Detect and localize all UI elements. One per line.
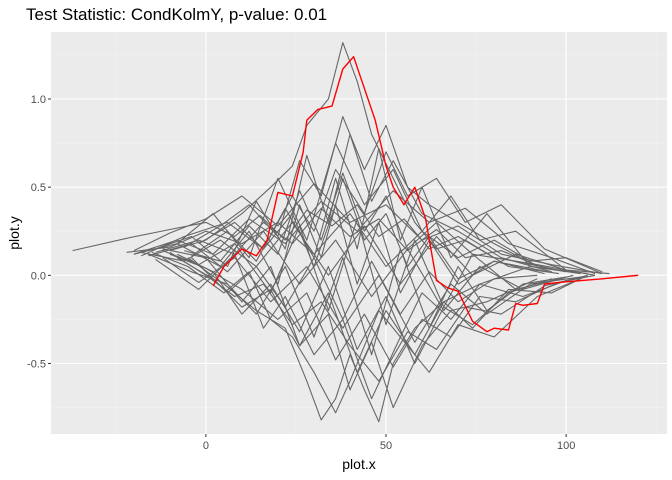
permutation-series-line: [162, 248, 588, 373]
permutation-series-line: [184, 116, 538, 267]
y-tick-label: 0.0: [31, 270, 46, 282]
permutation-series-line: [191, 257, 538, 320]
permutation-series-line: [155, 207, 588, 275]
permutation-series-line: [151, 251, 567, 414]
x-axis: 0 50 100: [203, 434, 575, 452]
x-tick-label: 0: [203, 440, 209, 452]
permutation-series-line: [176, 253, 552, 365]
x-tick-label: 50: [380, 440, 392, 452]
permutation-series-line: [169, 42, 559, 275]
permutation-series-line: [169, 253, 596, 368]
y-tick-label: -0.5: [27, 358, 46, 370]
observed-series-line: [212, 56, 639, 333]
y-axis: -0.5 0.0 0.5 1.0: [27, 94, 51, 370]
permutation-series-line: [191, 147, 574, 273]
permutation-series-line: [198, 204, 545, 294]
permutation-series-line: [169, 251, 588, 382]
x-axis-title: plot.x: [342, 456, 375, 472]
permutation-series-line: [155, 253, 581, 400]
permutation-series-line: [133, 177, 549, 285]
series-layer: [72, 42, 639, 423]
chart-title: Test Statistic: CondKolmY, p-value: 0.01: [26, 5, 327, 24]
x-tick-label: 100: [557, 440, 575, 452]
y-tick-label: 0.5: [31, 182, 46, 194]
y-tick-label: 1.0: [31, 94, 46, 106]
permutation-series-line: [126, 213, 603, 273]
permutation-series-line: [133, 183, 603, 275]
permutation-series-line: [184, 172, 567, 273]
permutation-series-line: [140, 221, 610, 285]
permutation-series-line: [176, 257, 538, 409]
y-axis-title: plot.y: [6, 216, 22, 249]
